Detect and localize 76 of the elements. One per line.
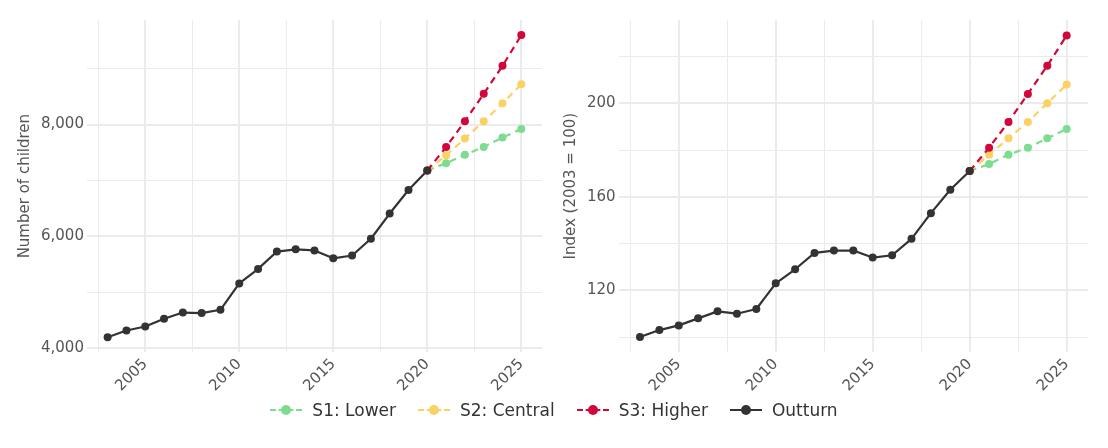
point (810, 248, 819, 257)
point (329, 254, 338, 263)
point (655, 326, 664, 335)
point (926, 209, 935, 218)
point (674, 321, 683, 330)
legend-label: S2: Central (460, 400, 555, 420)
point (1004, 117, 1013, 126)
point (1023, 143, 1032, 152)
point (141, 322, 150, 331)
point (752, 305, 761, 314)
point (1043, 99, 1052, 108)
point (1062, 80, 1071, 89)
point (946, 185, 955, 194)
point (103, 333, 112, 342)
point (442, 142, 451, 151)
point (479, 89, 488, 98)
point (442, 151, 451, 160)
point (348, 251, 357, 260)
point (498, 99, 507, 108)
point (404, 186, 413, 195)
y-axis-title: Number of children (14, 113, 33, 259)
point (310, 246, 319, 255)
point (460, 117, 469, 126)
point (254, 264, 263, 273)
point (694, 314, 703, 323)
legend-label: S1: Lower (312, 400, 397, 420)
point (235, 279, 244, 288)
point (498, 133, 507, 142)
point (907, 234, 916, 243)
point (1004, 150, 1013, 159)
y-axis-title: Index (2003 = 100) (560, 112, 579, 260)
point (1004, 134, 1013, 143)
point (1043, 134, 1052, 143)
point (178, 308, 187, 317)
point (888, 251, 897, 260)
point (460, 150, 469, 159)
point (985, 160, 994, 169)
point (868, 253, 877, 262)
point (1023, 117, 1032, 126)
y-tick-label: 8,000 (40, 114, 84, 133)
point (517, 31, 526, 40)
point (291, 245, 300, 254)
point (517, 80, 526, 89)
point (635, 333, 644, 342)
y-tick-label: 120 (586, 280, 616, 299)
point (1062, 31, 1071, 40)
point (366, 234, 375, 243)
point (791, 265, 800, 274)
point (460, 134, 469, 143)
point (479, 142, 488, 151)
point (1043, 61, 1052, 70)
y-tick-label: 160 (586, 186, 616, 205)
point (1062, 124, 1071, 133)
point (985, 143, 994, 152)
point (985, 150, 994, 159)
point (771, 279, 780, 288)
point (216, 305, 225, 314)
point (498, 61, 507, 70)
y-tick-label: 6,000 (40, 226, 84, 245)
point (732, 309, 741, 318)
point (272, 247, 281, 256)
point (849, 246, 858, 255)
point (479, 117, 488, 126)
point (197, 309, 206, 318)
point (517, 125, 526, 134)
y-tick-label: 4,000 (40, 338, 84, 357)
legend-label: S3: Higher (618, 400, 708, 420)
legend-label: Outturn (771, 400, 838, 420)
y-tick-label: 200 (586, 93, 616, 112)
point (1023, 89, 1032, 98)
point (160, 314, 169, 323)
point (713, 307, 722, 316)
point (829, 246, 838, 255)
point (385, 209, 394, 218)
point (442, 159, 451, 168)
point (122, 326, 131, 335)
